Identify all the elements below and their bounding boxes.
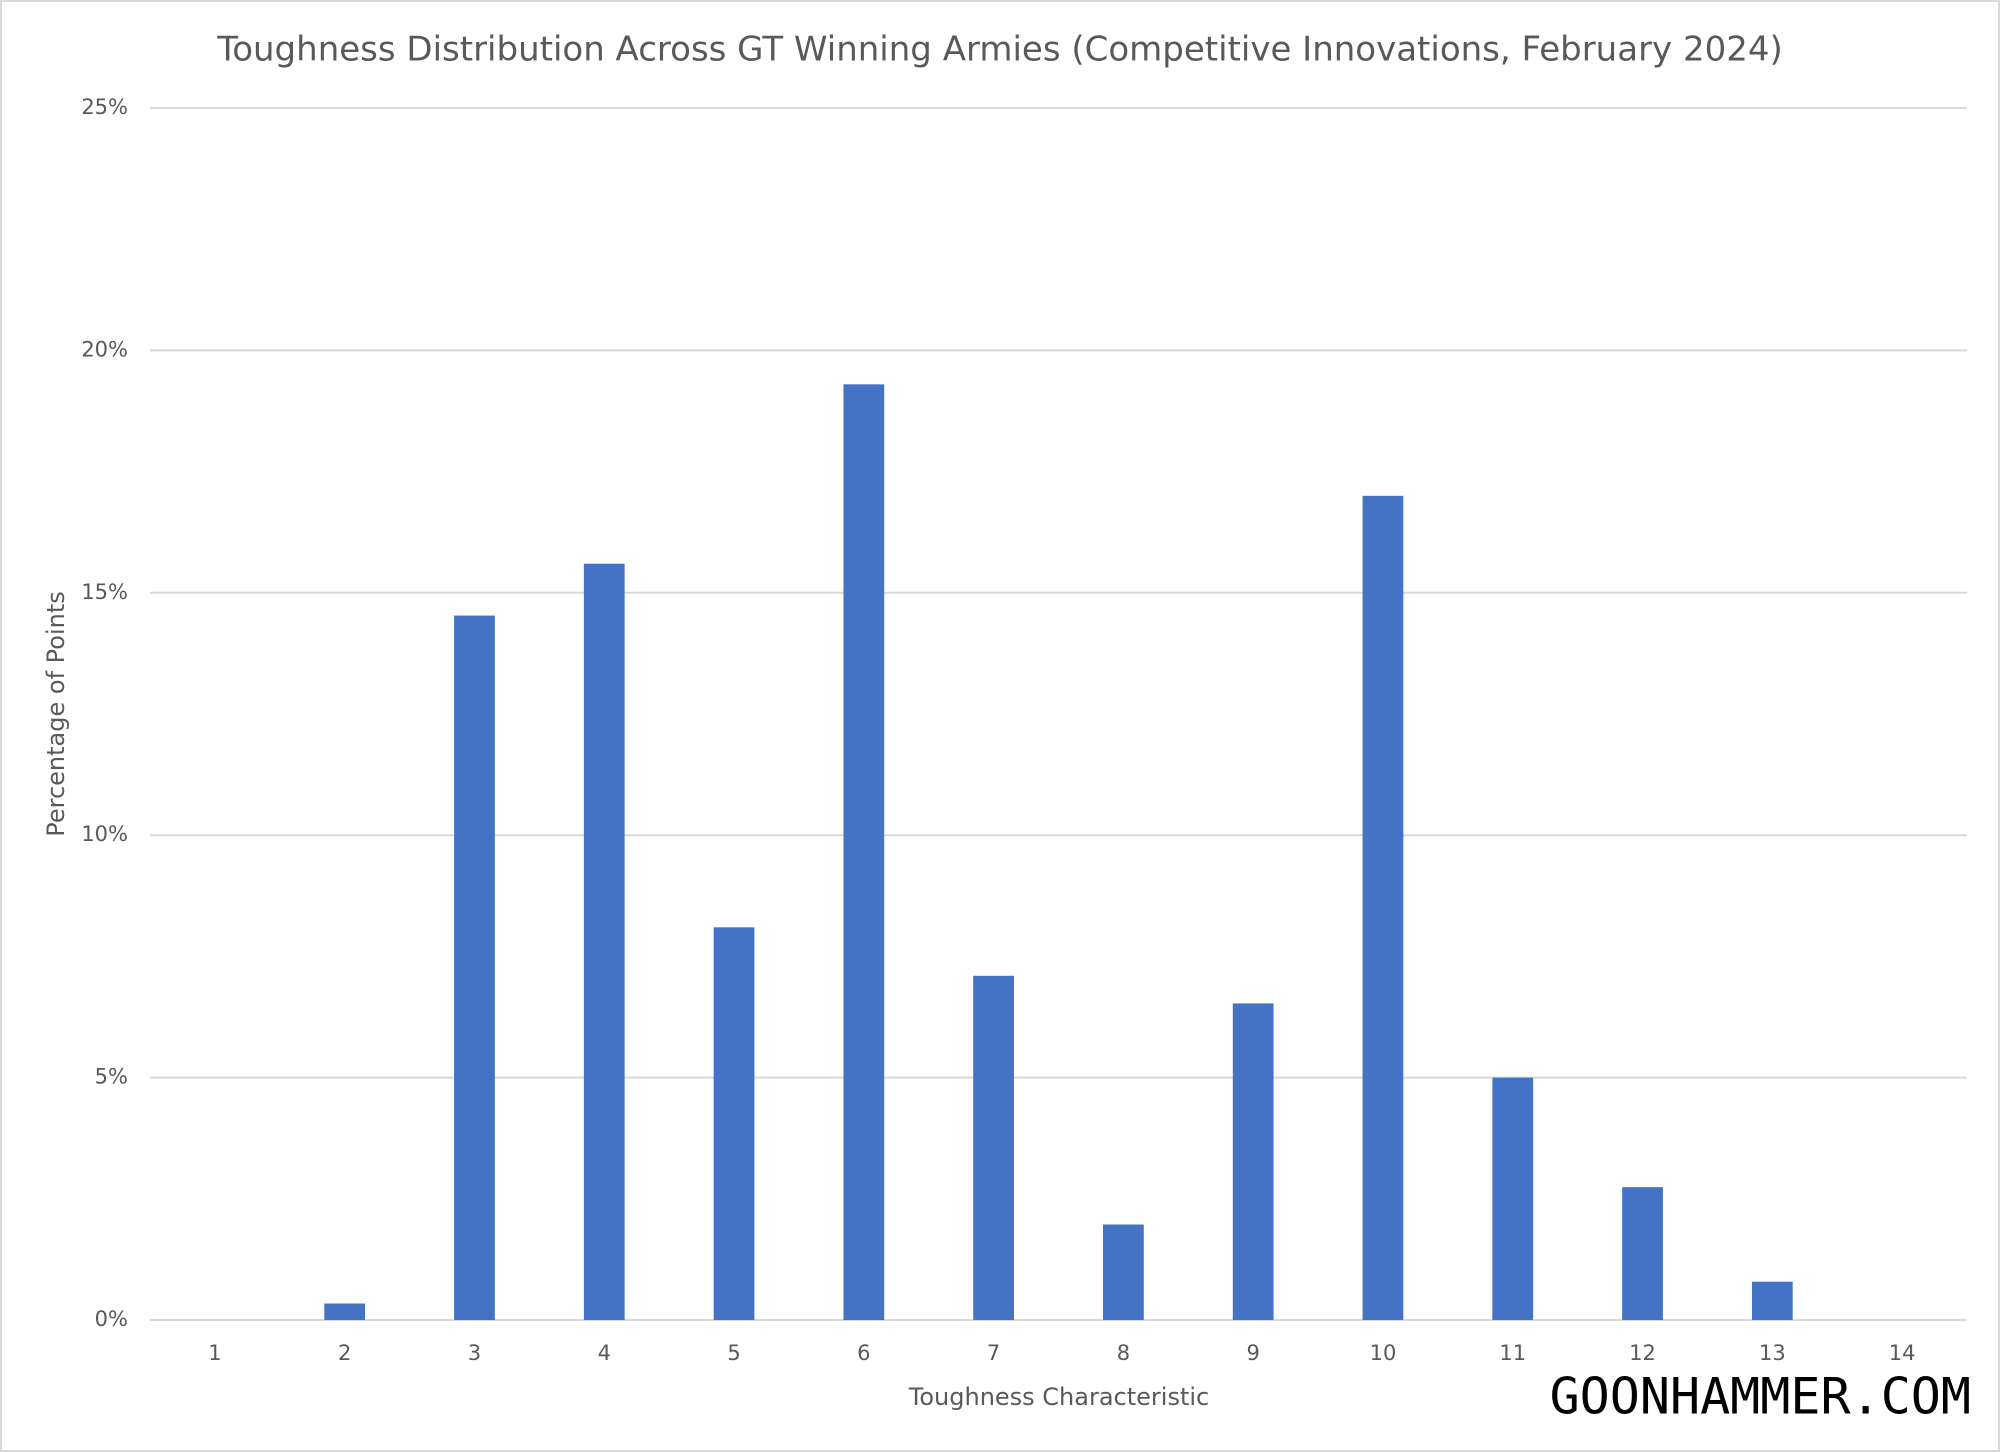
- bar: [843, 384, 885, 1320]
- watermark: GOONHAMMER.COM: [1550, 1368, 1971, 1426]
- y-tick-label: 20%: [81, 337, 128, 361]
- x-tick-label: 11: [1499, 1341, 1526, 1365]
- x-tick-label: 4: [598, 1341, 611, 1365]
- bar: [1232, 1003, 1274, 1320]
- x-tick-label: 7: [987, 1341, 1000, 1365]
- bar: [324, 1303, 366, 1320]
- x-tick-label: 14: [1889, 1341, 1916, 1365]
- chart-title: Toughness Distribution Across GT Winning…: [216, 30, 1783, 70]
- x-tick-label: 10: [1370, 1341, 1397, 1365]
- y-tick-label: 10%: [81, 822, 128, 846]
- bar: [1492, 1077, 1534, 1320]
- bar: [1751, 1281, 1793, 1320]
- x-tick-label: 9: [1246, 1341, 1259, 1365]
- y-tick-label: 0%: [95, 1307, 128, 1331]
- x-tick-label: 6: [857, 1341, 870, 1365]
- bar: [1362, 495, 1404, 1321]
- bar: [1103, 1224, 1144, 1320]
- bar: [973, 975, 1014, 1320]
- x-tick-label: 1: [208, 1341, 221, 1365]
- y-tick-label: 25%: [81, 95, 128, 119]
- y-axis-title: Percentage of Points: [42, 591, 70, 837]
- y-tick-label: 5%: [95, 1065, 128, 1089]
- y-tick-label: 15%: [81, 580, 128, 604]
- bar: [1622, 1187, 1663, 1320]
- bar: [583, 563, 625, 1320]
- bar: [454, 615, 495, 1320]
- x-tick-label: 2: [338, 1341, 351, 1365]
- x-tick-label: 8: [1117, 1341, 1130, 1365]
- bar: [713, 927, 755, 1320]
- x-tick-label: 5: [727, 1341, 740, 1365]
- x-axis-title: Toughness Characteristic: [908, 1383, 1209, 1411]
- x-tick-label: 13: [1759, 1341, 1786, 1365]
- x-tick-label: 3: [468, 1341, 481, 1365]
- x-tick-label: 12: [1629, 1341, 1656, 1365]
